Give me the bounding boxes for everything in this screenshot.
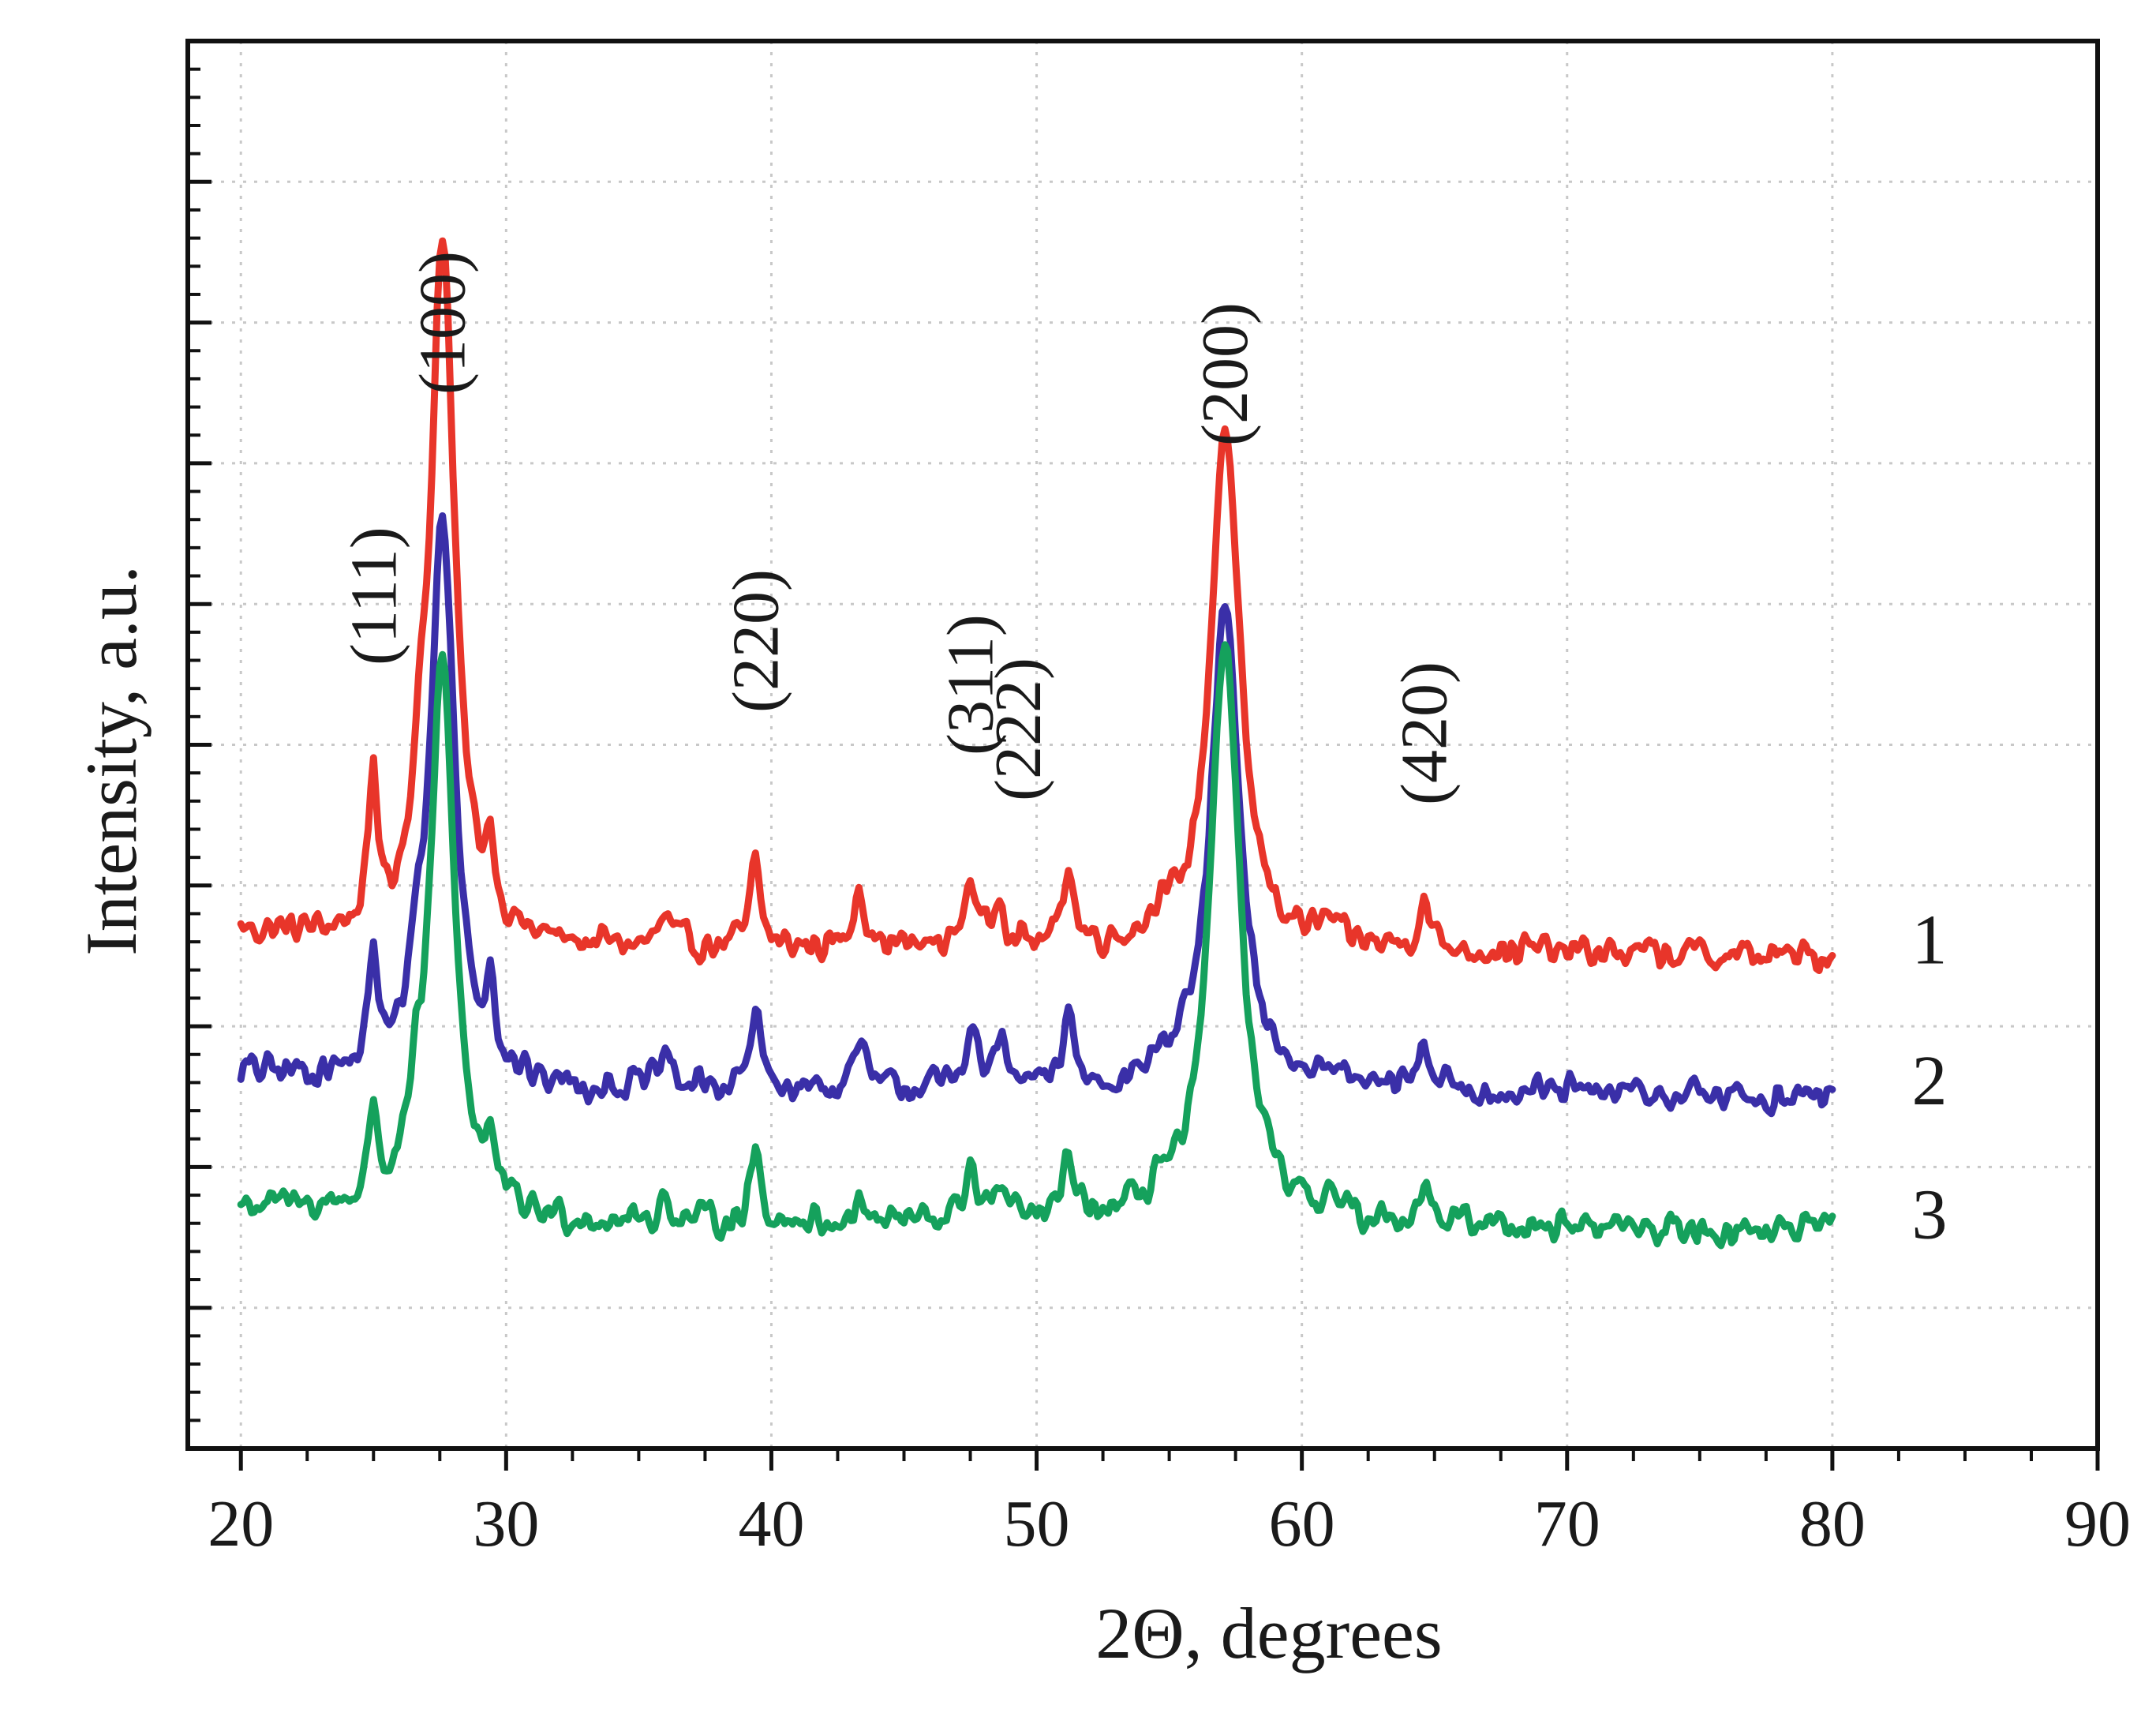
peak-label-220: (220): [719, 569, 792, 713]
series-line-1: [237, 237, 1836, 974]
series-label-2: 2: [1912, 1042, 1948, 1120]
x-tick-label-20: 20: [208, 1487, 274, 1561]
peak-label-200: (200): [1188, 302, 1262, 446]
x-tick-label-50: 50: [1004, 1487, 1070, 1561]
peak-label-311: (311): [934, 614, 1008, 755]
series-lines: [237, 237, 1836, 1250]
x-tick-label-30: 30: [473, 1487, 539, 1561]
series-label-1: 1: [1912, 901, 1948, 980]
axis-ticks: [188, 67, 2100, 1471]
x-tick-label-40: 40: [738, 1487, 804, 1561]
x-axis-title: 2Θ, degrees: [1095, 1593, 1442, 1673]
peak-label-222: (222): [982, 658, 1055, 801]
series-label-3: 3: [1912, 1175, 1948, 1254]
peak-label-420: (420): [1387, 661, 1461, 805]
series-line-3: [237, 641, 1836, 1250]
x-tick-label-70: 70: [1534, 1487, 1600, 1561]
x-tick-label-90: 90: [2064, 1487, 2131, 1561]
series-labels: 1 2 3: [1912, 901, 1948, 1254]
x-tick-label-80: 80: [1799, 1487, 1866, 1561]
peak-label-111: (111): [337, 527, 410, 665]
x-tick-labels: 20 30 40 50 60 70 80 90: [208, 1487, 2131, 1561]
series-line-2: [237, 512, 1836, 1118]
peak-annotations: (111) (100) (220) (311)(222) (200) (420): [337, 251, 1461, 805]
x-tick-label-60: 60: [1269, 1487, 1335, 1561]
peak-label-100: (100): [406, 251, 480, 395]
y-axis-title: Intensity, a.u.: [71, 565, 152, 956]
